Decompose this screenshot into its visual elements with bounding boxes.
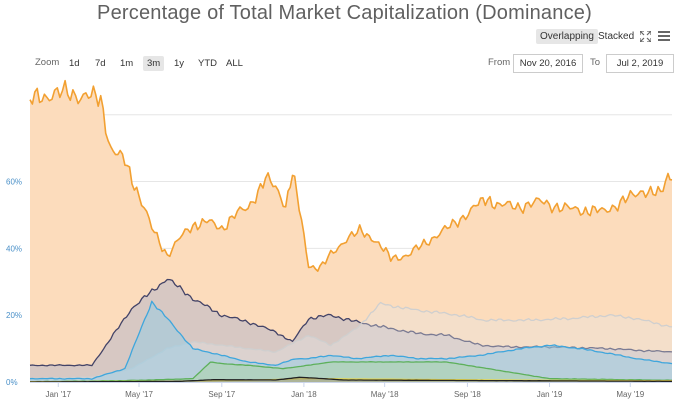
x-tick-label: May '18: [371, 390, 399, 399]
zoom-label: Zoom: [35, 57, 60, 68]
x-tick-label: Sep '18: [454, 390, 481, 399]
x-tick-label: Jan '18: [291, 390, 317, 399]
y-tick-label: 20%: [6, 311, 22, 320]
series-area-4: [30, 301, 672, 382]
range-button-all[interactable]: ALL: [226, 58, 243, 69]
y-tick-label: 0%: [6, 378, 18, 387]
from-label: From: [488, 57, 511, 68]
hamburger-menu-icon[interactable]: [658, 31, 670, 41]
series-line-7: [30, 376, 672, 383]
series-line-1: [29, 79, 673, 272]
series-line-3: [29, 301, 673, 380]
range-button-1m[interactable]: 1m: [120, 58, 134, 69]
x-tick-label: Jan '19: [537, 390, 563, 399]
series-area-3: [30, 302, 672, 382]
x-tick-label: May '17: [125, 390, 153, 399]
x-tick-label: Sep '17: [208, 390, 235, 399]
fullscreen-icon[interactable]: [640, 31, 651, 42]
from-date-input[interactable]: Nov 20, 2016: [513, 54, 583, 73]
x-tick-label: May '19: [616, 390, 644, 399]
series-area-5: [30, 361, 672, 382]
y-tick-label: 60%: [6, 178, 22, 187]
range-button-1y[interactable]: 1y: [174, 58, 185, 69]
series-line-4: [29, 300, 673, 380]
to-label: To: [590, 57, 601, 68]
stacked-mode-button[interactable]: Stacked: [598, 31, 635, 42]
y-tick-label: 40%: [6, 244, 22, 253]
series-line-5: [29, 361, 673, 383]
range-button-ytd[interactable]: YTD: [198, 58, 217, 69]
range-button-1d[interactable]: 1d: [69, 58, 80, 69]
chart-title: Percentage of Total Market Capitalizatio…: [97, 2, 592, 24]
overlapping-mode-button[interactable]: Overlapping: [536, 29, 598, 44]
x-tick-label: Jan '17: [45, 390, 71, 399]
range-button-7d[interactable]: 7d: [95, 58, 106, 69]
range-button-3m[interactable]: 3m: [143, 56, 165, 71]
to-date-input[interactable]: Jul 2, 2019: [606, 54, 674, 73]
